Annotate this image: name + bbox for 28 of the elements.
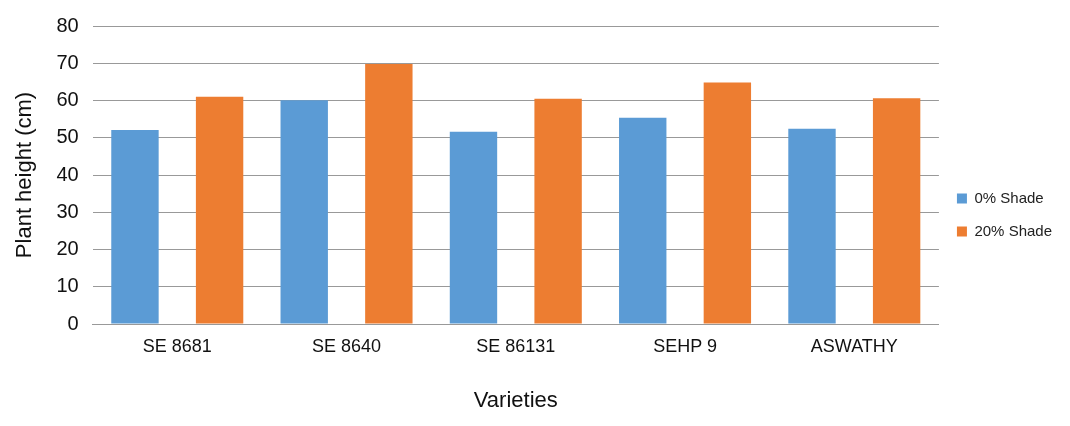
bar (872, 98, 921, 324)
bar (449, 131, 498, 324)
x-axis-title: Varieties (473, 386, 558, 412)
bar (703, 82, 752, 324)
y-tick-label: 70 (56, 50, 79, 73)
y-tick-label: 20 (56, 237, 79, 260)
legend-label: 20% Shade (974, 221, 1053, 239)
y-tick-label: 60 (56, 88, 79, 111)
bar (788, 128, 836, 324)
bar (534, 98, 582, 324)
legend-label: 0% Shade (974, 188, 1044, 206)
x-tick-label: SEHP 9 (653, 335, 717, 356)
x-tick-label: SE 8640 (312, 335, 382, 356)
y-tick-label: 30 (56, 199, 79, 222)
y-tick-label: 0 (67, 311, 79, 334)
bar (619, 117, 667, 324)
bar (280, 100, 328, 324)
x-tick-label: SE 86131 (476, 335, 556, 356)
bar (195, 96, 244, 324)
bar (111, 129, 159, 324)
y-tick-label: 40 (56, 162, 79, 185)
y-tick-label: 10 (56, 274, 79, 297)
y-tick-label: 50 (56, 125, 79, 148)
bar (365, 64, 413, 324)
x-tick-label: SE 8681 (142, 335, 212, 356)
x-tick-label: ASWATHY (810, 335, 898, 356)
y-tick-label: 80 (56, 13, 79, 36)
y-axis-title: Plant height (cm) (11, 91, 37, 259)
